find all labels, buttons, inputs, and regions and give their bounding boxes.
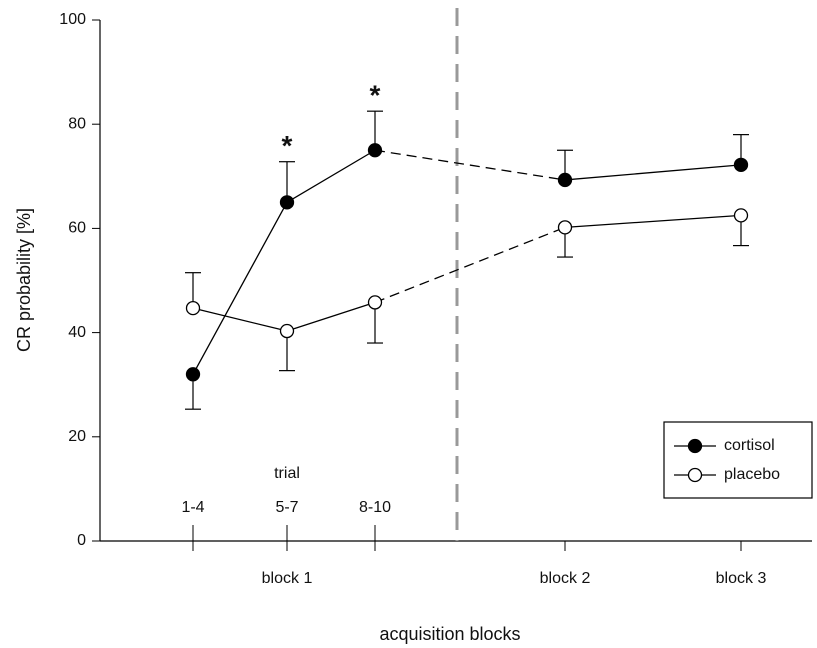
legend-label: placebo [724, 466, 780, 483]
marker [557, 220, 573, 235]
series-segment [192, 202, 288, 375]
series-segment [564, 214, 742, 229]
trial-label: 5-7 [275, 499, 298, 516]
marker [185, 300, 201, 316]
marker [367, 295, 383, 310]
series-segment [564, 164, 742, 181]
series-segment [192, 307, 288, 332]
series-segment [374, 226, 566, 303]
marker [367, 143, 383, 158]
y-tick-label: 100 [59, 11, 86, 28]
series-segment [286, 149, 376, 203]
marker [279, 323, 295, 339]
series-segment [286, 301, 376, 332]
marker [733, 208, 749, 223]
marker [557, 172, 573, 188]
trial-title: trial [274, 465, 300, 482]
legend-marker [687, 467, 703, 483]
y-tick-label: 60 [68, 220, 86, 237]
annotation: * [282, 130, 293, 161]
legend-box [663, 421, 813, 499]
y-tick-label: 20 [68, 428, 86, 445]
marker [279, 195, 295, 210]
y-tick-label: 0 [77, 532, 86, 549]
y-tick-label: 80 [68, 115, 86, 132]
series-segment [374, 149, 566, 181]
legend-marker [687, 438, 703, 454]
trial-label: 8-10 [359, 499, 391, 516]
x-tick-label: block 2 [540, 570, 591, 587]
group-label: block 1 [262, 570, 313, 587]
trial-label: 1-4 [181, 499, 204, 516]
x-tick-label: block 3 [716, 570, 767, 587]
x-axis-label: acquisition blocks [379, 624, 520, 644]
annotation: * [370, 80, 381, 111]
y-axis-label: CR probability [%] [14, 208, 34, 352]
marker [185, 367, 201, 382]
marker [733, 157, 749, 172]
legend-label: cortisol [724, 437, 775, 454]
y-tick-label: 40 [68, 324, 86, 341]
